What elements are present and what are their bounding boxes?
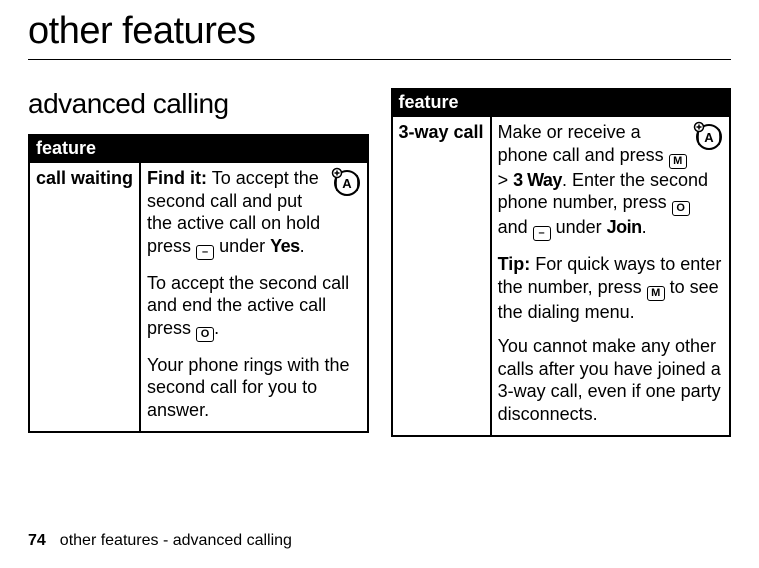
text: To accept the second call and end the ac… (147, 273, 349, 338)
text: Make or receive a phone call and press (498, 122, 669, 165)
right-feature-table: feature 3-way call A (391, 88, 732, 437)
dash-key-icon: – (196, 245, 214, 260)
right-p1: Make or receive a phone call and press M… (498, 121, 723, 241)
left-column: advanced calling feature call waiting A (28, 88, 369, 437)
svg-text:A: A (342, 176, 352, 191)
text: under (551, 217, 607, 237)
text: under (214, 236, 270, 256)
page-number: 74 (28, 532, 46, 549)
left-row-label: call waiting (29, 162, 140, 432)
footer-text: other features - advanced calling (60, 532, 292, 549)
left-row-body: A Find it: To accept the second call and… (140, 162, 367, 432)
left-p2: To accept the second call and end the ac… (147, 272, 360, 342)
yes-label: Yes (270, 236, 300, 256)
left-feature-table: feature call waiting A (28, 134, 369, 433)
text: . (300, 236, 305, 256)
menu-key-icon: M (647, 286, 665, 301)
section-heading: advanced calling (28, 88, 369, 120)
menu-key-icon: M (669, 154, 687, 169)
right-p2: Tip: For quick ways to enter the number,… (498, 253, 723, 323)
network-plus-icon: A (693, 121, 723, 151)
text: > (498, 170, 514, 190)
page-title: other features (28, 10, 731, 53)
title-rule (28, 59, 731, 60)
svg-text:A: A (704, 130, 714, 145)
tip-label: Tip: (498, 254, 531, 274)
right-p3: You cannot make any other calls after yo… (498, 335, 723, 425)
text: and (498, 217, 533, 237)
content-columns: advanced calling feature call waiting A (28, 88, 731, 437)
right-row-body: A Make or receive a phone call and press… (491, 116, 730, 436)
right-column: feature 3-way call A (391, 88, 732, 437)
network-plus-icon: A (331, 167, 361, 197)
dash-key-icon: – (533, 226, 551, 241)
page-footer: 74 other features - advanced calling (28, 532, 292, 550)
right-row-label: 3-way call (392, 116, 491, 436)
right-table-header: feature (392, 89, 731, 116)
three-way-label: 3 Way (513, 170, 562, 190)
join-label: Join (607, 217, 642, 237)
table-row: call waiting A Find it: To accep (29, 162, 368, 432)
text: . (214, 318, 219, 338)
find-it-label: Find it: (147, 168, 207, 188)
o-key-icon: O (196, 327, 214, 342)
left-table-header: feature (29, 135, 368, 162)
o-key-icon: O (672, 201, 690, 216)
table-row: 3-way call A Make or receive a p (392, 116, 731, 436)
text: . (642, 217, 647, 237)
left-p3: Your phone rings with the second call fo… (147, 354, 360, 422)
left-p1: Find it: To accept the second call and p… (147, 167, 360, 260)
